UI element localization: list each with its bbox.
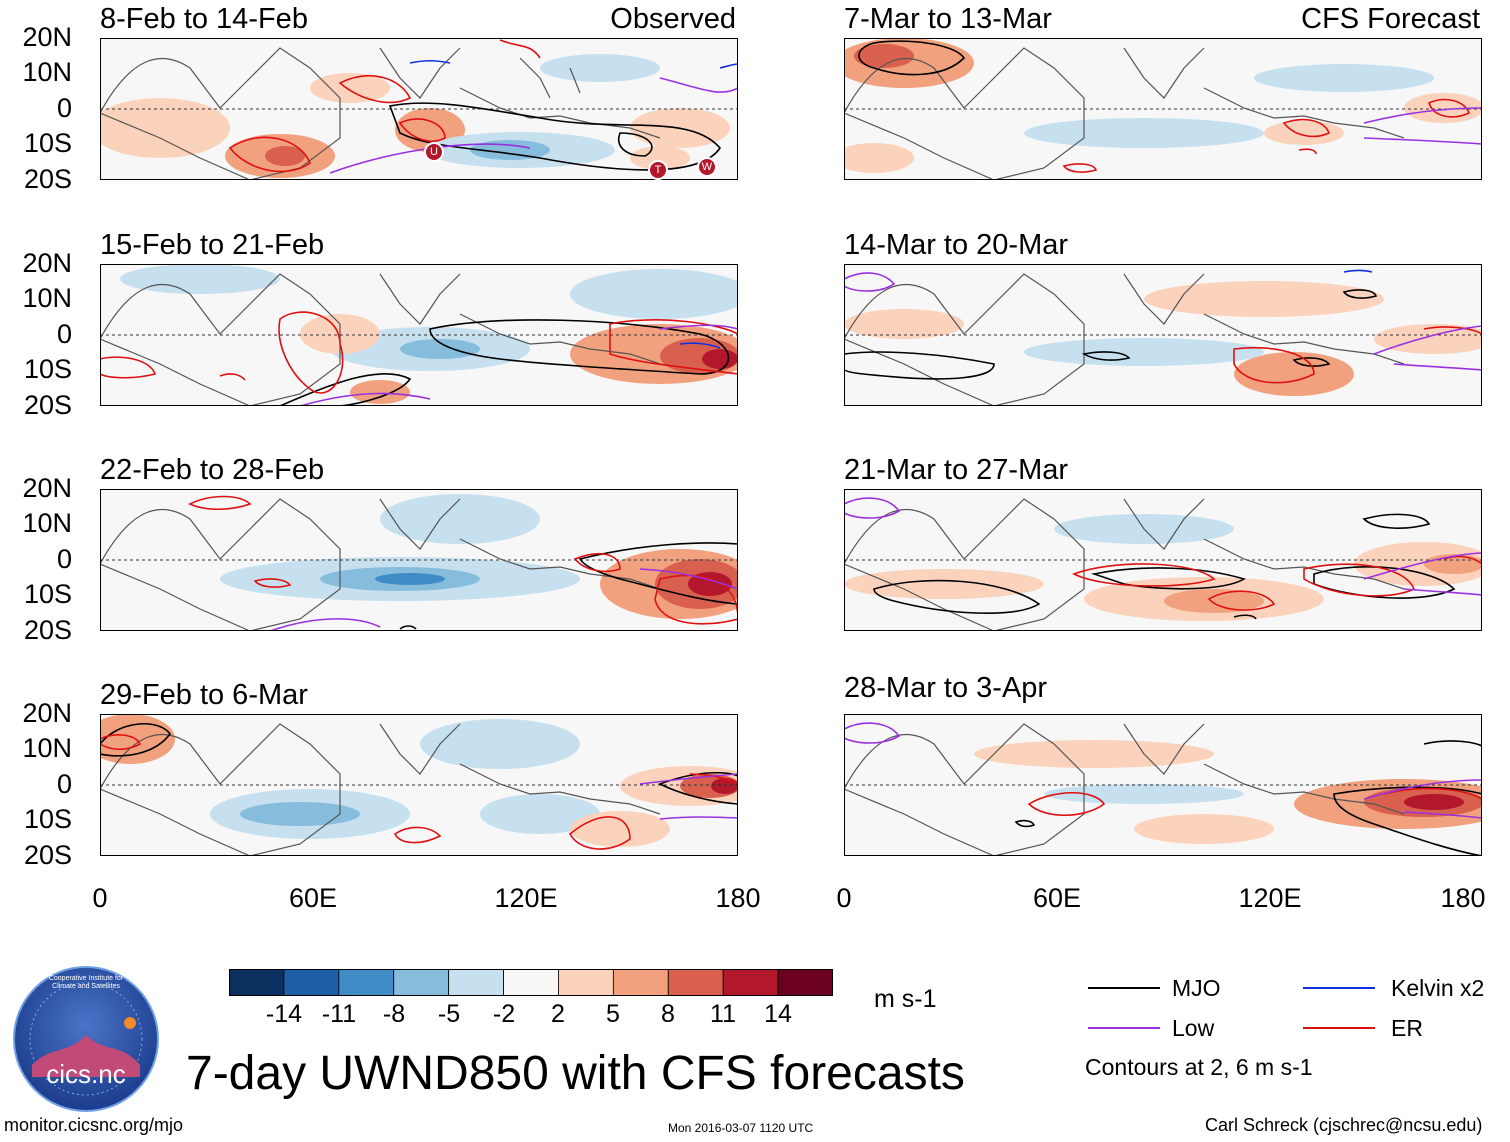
legend-swatch-er — [1303, 1027, 1375, 1029]
colorbar-cell — [612, 969, 669, 996]
colorbar-label: -11 — [321, 1000, 357, 1028]
legend-label-low: Low — [1172, 1015, 1215, 1041]
anomaly-map — [844, 264, 1482, 406]
anomaly-map — [100, 38, 738, 180]
footer-author: Carl Schreck (cjschrec@ncsu.edu) — [1205, 1115, 1483, 1135]
logo-ring-text: Cooperative Institute for Climate and Sa… — [48, 975, 124, 990]
panel-title: 15-Feb to 21-Feb — [100, 229, 325, 261]
colorbar-label: -2 — [492, 1000, 516, 1028]
lat-label: 20N — [22, 22, 72, 52]
lon-label: 120E — [1238, 883, 1302, 913]
lat-label: 20N — [22, 698, 72, 728]
colorbar-cell — [503, 969, 559, 996]
colorbar-label: 11 — [710, 1000, 736, 1028]
lat-label: 20S — [23, 390, 72, 420]
anomaly-map — [100, 489, 738, 631]
lon-label: 180 — [715, 883, 761, 913]
lon-label: 0 — [92, 883, 108, 913]
lat-label: 0 — [56, 769, 72, 799]
colorbar-cell — [722, 969, 779, 996]
panel-title: 22-Feb to 28-Feb — [100, 454, 325, 486]
footer-url[interactable]: monitor.cicsnc.org/mjo — [4, 1115, 184, 1135]
panel-tag: CFS Forecast — [1301, 3, 1480, 35]
anomaly-map — [100, 264, 738, 406]
lat-label: 10N — [22, 57, 72, 87]
contours-note: Contours at 2, 6 m s-1 — [1085, 1054, 1313, 1080]
panel-title: 29-Feb to 6-Mar — [100, 679, 308, 711]
panel-title: 7-Mar to 13-Mar — [844, 3, 1052, 35]
colorbar-cell — [229, 969, 285, 996]
colorbar-units: m s-1 — [874, 985, 937, 1013]
legend-label-mjo: MJO — [1172, 975, 1221, 1001]
lat-label: 20S — [23, 164, 72, 194]
colorbar-cell — [448, 969, 504, 996]
lat-label: 20S — [23, 615, 72, 645]
colorbar-label: 14 — [764, 1000, 792, 1028]
colorbar-label: -14 — [265, 1000, 303, 1028]
colorbar-cell — [558, 969, 614, 996]
panel-title: 8-Feb to 14-Feb — [100, 3, 308, 35]
legend-swatch-kelvin — [1303, 987, 1375, 989]
lat-label: 10N — [22, 283, 72, 313]
colorbar-label: -5 — [437, 1000, 461, 1028]
colorbar-cell — [667, 969, 724, 996]
panel-tag: Observed — [610, 3, 736, 35]
colorbar-label: 2 — [551, 1000, 565, 1028]
legend-swatch-low — [1088, 1027, 1160, 1029]
lon-label: 0 — [836, 883, 852, 913]
lat-label: 10S — [23, 354, 72, 384]
storm-marker: U — [424, 142, 444, 162]
lat-label: 0 — [56, 544, 72, 574]
anomaly-map — [844, 38, 1482, 180]
colorbar-label: 8 — [661, 1000, 675, 1028]
lon-label: 180 — [1440, 883, 1486, 913]
panel-title: 14-Mar to 20-Mar — [844, 229, 1069, 261]
storm-marker: W — [697, 157, 717, 177]
anomaly-map — [844, 714, 1482, 856]
colorbar-label: -8 — [382, 1000, 406, 1028]
cics-logo — [13, 966, 159, 1112]
anomaly-map — [844, 489, 1482, 631]
lat-label: 10S — [23, 579, 72, 609]
footer-timestamp: Mon 2016-03-07 1120 UTC — [668, 1121, 814, 1135]
legend-label-kelvin: Kelvin x2 — [1391, 975, 1485, 1001]
panel-title: 21-Mar to 27-Mar — [844, 454, 1069, 486]
lon-label: 60E — [1032, 883, 1082, 913]
logo-text: cics.nc — [46, 1059, 126, 1089]
legend-label-er: ER — [1391, 1015, 1423, 1041]
colorbar-cell — [338, 969, 395, 996]
colorbar — [229, 969, 833, 996]
lat-label: 10N — [22, 508, 72, 538]
lat-label: 20N — [22, 473, 72, 503]
lon-label: 60E — [288, 883, 338, 913]
colorbar-cell — [283, 969, 340, 996]
panel-title: 28-Mar to 3-Apr — [844, 672, 1048, 704]
lat-label: 10S — [23, 804, 72, 834]
lat-label: 20N — [22, 248, 72, 278]
anomaly-map — [100, 714, 738, 856]
lat-label: 10S — [23, 128, 72, 158]
colorbar-cell — [777, 969, 833, 996]
lat-label: 0 — [56, 319, 72, 349]
main-title: 7-day UWND850 with CFS forecasts — [186, 1047, 965, 1100]
lat-label: 0 — [56, 93, 72, 123]
colorbar-cell — [393, 969, 450, 996]
lat-label: 20S — [23, 840, 72, 870]
colorbar-label: 5 — [606, 1000, 620, 1028]
legend-swatch-mjo — [1088, 987, 1160, 989]
lon-label: 120E — [494, 883, 558, 913]
lat-label: 10N — [22, 733, 72, 763]
storm-marker: T — [648, 160, 668, 180]
